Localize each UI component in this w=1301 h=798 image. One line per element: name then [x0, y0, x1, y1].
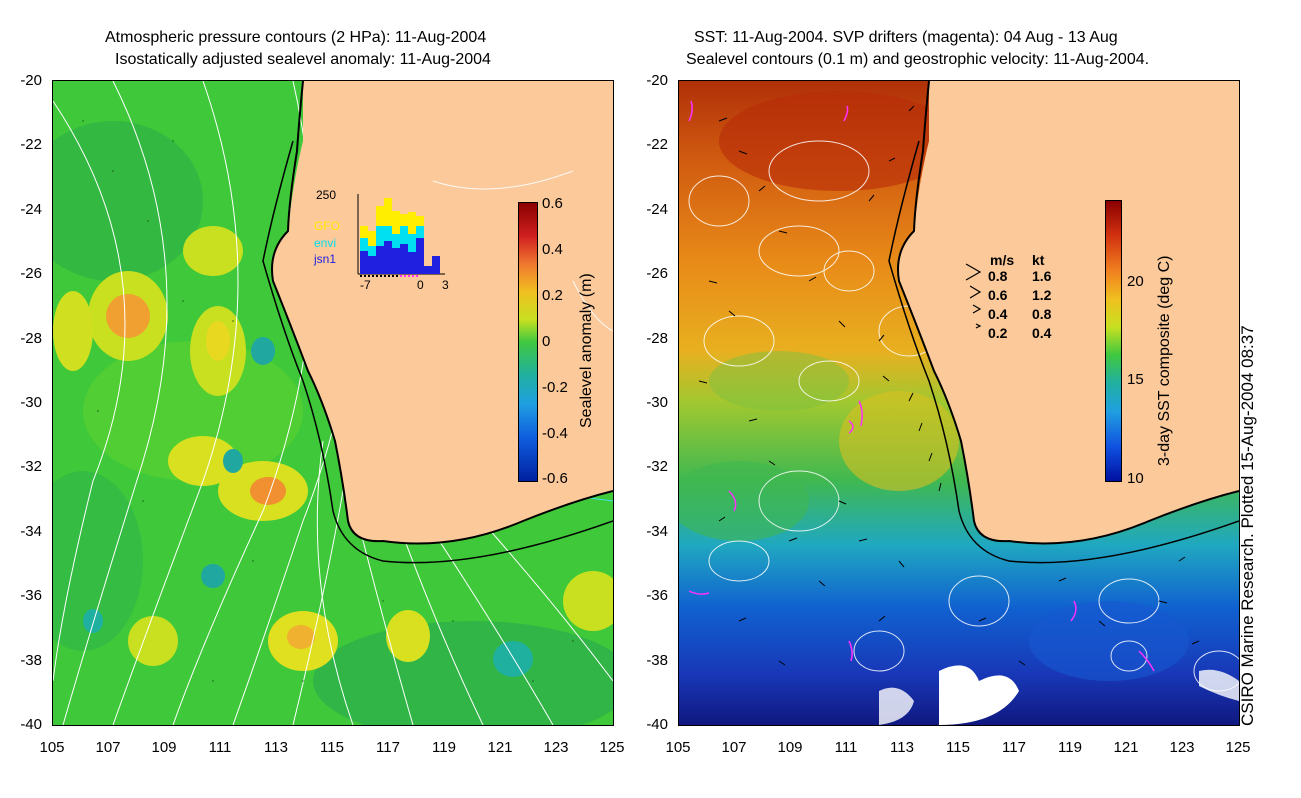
x-tick-label: 121 — [487, 739, 513, 756]
x-tick-label: 105 — [39, 739, 65, 756]
x-tick-label: 119 — [432, 739, 456, 756]
sealevel-colorbar-tick: 0.4 — [542, 241, 563, 258]
inset-legend-gfo: GFO — [314, 219, 340, 233]
left-title-line1: Atmospheric pressure contours (2 HPa): 1… — [105, 29, 487, 46]
legend-row-ms: 0.6 — [988, 287, 1008, 303]
y-tick-label: -26 — [20, 265, 42, 282]
sst-colorbar-tick: 15 — [1127, 371, 1144, 388]
sealevel-colorbar-tick: 0.2 — [542, 287, 563, 304]
right-title-line2: Sealevel contours (0.1 m) and geostrophi… — [686, 51, 1150, 68]
x-tick-label: 105 — [665, 739, 691, 756]
y-tick-label: -36 — [646, 587, 668, 604]
x-tick-label: 109 — [777, 739, 803, 756]
legend-row-kt: 0.4 — [1032, 325, 1052, 341]
velocity-scale-legend: m/s kt 0.8 1.6 0.6 1.2 0.4 0.8 0.2 0.4 — [960, 252, 1100, 352]
inset-bars — [357, 194, 445, 277]
legend-row-kt: 1.6 — [1032, 268, 1052, 284]
x-tick-label: 109 — [151, 739, 177, 756]
sst-map[interactable] — [678, 80, 1240, 726]
x-tick-label: 107 — [721, 739, 747, 756]
y-tick-label: -34 — [20, 523, 42, 540]
x-tick-label: 119 — [1058, 739, 1082, 756]
x-tick-label: 113 — [264, 739, 288, 756]
altimeter-count-inset: 250 GFO envi jsn1 -7 0 3 — [310, 186, 460, 296]
y-tick-label: -20 — [646, 72, 668, 89]
x-tick-label: 123 — [1169, 739, 1195, 756]
y-tick-label: -38 — [20, 652, 42, 669]
sealevel-colorbar-tick: -0.6 — [542, 470, 568, 487]
y-tick-label: -24 — [646, 201, 668, 218]
y-tick-label: -40 — [646, 716, 668, 733]
y-tick-label: -22 — [20, 136, 42, 153]
sealevel-colorbar-label: Sealevel anomaly (m) — [578, 273, 595, 428]
sealevel-colorbar — [518, 202, 538, 482]
y-tick-label: -22 — [646, 136, 668, 153]
y-tick-label: -26 — [646, 265, 668, 282]
legend-row-kt: 1.2 — [1032, 287, 1052, 303]
x-tick-label: 115 — [320, 739, 344, 756]
sst-colorbar-tick: 20 — [1127, 273, 1144, 290]
x-tick-label: 121 — [1113, 739, 1139, 756]
inset-xtick-mid: 0 — [417, 278, 424, 292]
y-tick-label: -30 — [646, 394, 668, 411]
left-title-line2: Isostatically adjusted sealevel anomaly:… — [115, 51, 491, 68]
right-title-line1: SST: 11-Aug-2004. SVP drifters (magenta)… — [694, 29, 1118, 46]
x-tick-label: 107 — [95, 739, 121, 756]
sealevel-colorbar-tick: 0 — [542, 333, 551, 350]
x-tick-label: 115 — [946, 739, 970, 756]
x-tick-label: 125 — [599, 739, 625, 756]
y-tick-label: -40 — [20, 716, 42, 733]
y-tick-label: -28 — [646, 330, 668, 347]
x-tick-label: 123 — [543, 739, 569, 756]
sst-colorbar — [1105, 200, 1122, 482]
credit-text: CSIRO Marine Research. Plotted 15-Aug-20… — [1238, 325, 1257, 726]
legend-row-kt: 0.8 — [1032, 306, 1052, 322]
y-tick-label: -32 — [646, 458, 668, 475]
legend-row-ms: 0.2 — [988, 325, 1008, 341]
sealevel-colorbar-tick: 0.6 — [542, 195, 563, 212]
legend-row-ms: 0.4 — [988, 306, 1008, 322]
y-tick-label: -36 — [20, 587, 42, 604]
sealevel-colorbar-tick: -0.2 — [542, 379, 568, 396]
inset-xtick-left: -7 — [360, 278, 371, 292]
inset-xtick-right: 3 — [442, 278, 449, 292]
x-tick-label: 111 — [208, 739, 232, 756]
legend-row-ms: 0.8 — [988, 268, 1008, 284]
inset-legend-envi: envi — [314, 236, 337, 250]
y-tick-label: -32 — [20, 458, 42, 475]
legend-header-kt: kt — [1032, 252, 1045, 268]
x-tick-label: 125 — [1225, 739, 1251, 756]
x-tick-label: 117 — [1002, 739, 1026, 756]
legend-header-ms: m/s — [990, 252, 1015, 268]
y-tick-label: -24 — [20, 201, 42, 218]
sealevel-colorbar-tick: -0.4 — [542, 425, 568, 442]
sst-colorbar-tick: 10 — [1127, 470, 1144, 487]
x-tick-label: 117 — [376, 739, 400, 756]
y-tick-label: -38 — [646, 652, 668, 669]
inset-legend-jsn1: jsn1 — [314, 252, 337, 266]
legend-arrow-glyphs — [965, 263, 982, 329]
sst-map-graphic — [679, 81, 1239, 725]
inset-ymax-label: 250 — [316, 188, 337, 202]
y-tick-label: -34 — [646, 523, 668, 540]
y-tick-label: -30 — [20, 394, 42, 411]
x-tick-label: 113 — [890, 739, 914, 756]
sst-colorbar-label: 3-day SST composite (deg C) — [1156, 255, 1173, 466]
y-tick-label: -20 — [20, 72, 42, 89]
y-tick-label: -28 — [20, 330, 42, 347]
x-tick-label: 111 — [834, 739, 858, 756]
